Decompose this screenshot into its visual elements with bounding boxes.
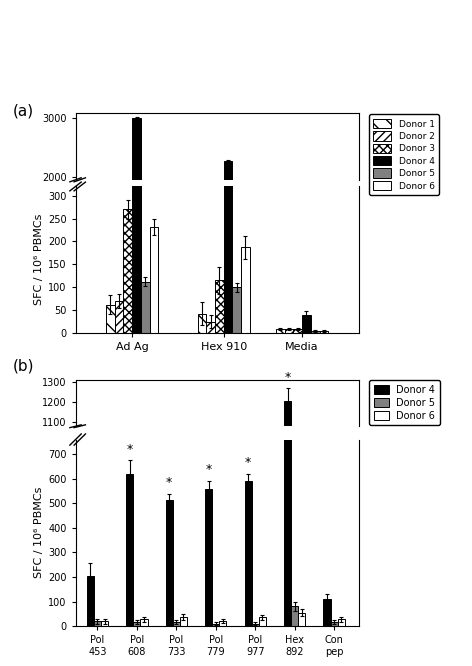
Bar [180,617,187,626]
Bar [212,623,219,626]
Bar [337,619,345,626]
Bar [252,643,259,645]
Bar [126,474,133,626]
Bar [224,161,232,295]
Text: (b): (b) [13,358,35,374]
Bar [115,301,124,333]
Bar [173,621,180,626]
Bar [106,304,115,333]
Bar [302,292,311,295]
Bar [206,322,215,333]
Bar [141,282,150,333]
Bar [87,575,94,626]
Bar [259,617,266,626]
Bar [101,641,108,645]
Bar [101,621,108,626]
Bar [285,329,294,333]
Bar [141,288,150,295]
Bar [252,623,259,626]
Bar [320,331,328,333]
Bar [205,489,212,626]
Bar [197,314,206,333]
Y-axis label: SFC / 10⁶ PBMCs: SFC / 10⁶ PBMCs [34,214,44,306]
Bar [219,641,227,645]
Bar [212,643,219,645]
Bar [215,280,224,333]
Bar [106,291,115,295]
Bar [166,500,173,626]
Legend: Donor 1, Donor 2, Donor 3, Donor 4, Donor 5, Donor 6: Donor 1, Donor 2, Donor 3, Donor 4, Dono… [369,115,439,195]
Bar [294,329,302,333]
Bar [150,226,158,333]
Bar [241,284,250,295]
Bar [330,621,337,626]
Bar [141,639,148,645]
Bar [244,525,252,645]
Bar [150,281,158,295]
Bar [337,639,345,645]
Bar [124,209,132,333]
Bar [259,638,266,645]
Bar [284,401,291,645]
Bar [141,619,148,626]
Bar [206,293,215,295]
Bar [166,541,173,645]
Bar [115,290,124,295]
Bar [133,621,141,626]
Bar [244,482,252,626]
Bar [219,621,227,626]
Bar [124,279,132,295]
Bar [232,289,241,295]
Bar [323,623,330,645]
Bar [94,621,101,626]
Y-axis label: SFC / 10⁶ PBMCs: SFC / 10⁶ PBMCs [34,487,44,579]
Bar [132,0,141,333]
Bar [291,629,298,645]
Bar [180,637,187,645]
Bar [133,641,141,645]
Bar [302,315,311,333]
Bar [126,519,133,645]
Text: *: * [205,464,212,476]
Bar [215,288,224,295]
Bar [205,531,212,645]
Text: *: * [166,476,172,489]
Text: *: * [285,371,291,384]
Text: (a): (a) [13,103,34,119]
Bar [87,603,94,645]
Bar [132,118,141,295]
Bar [276,329,285,333]
Bar [323,599,330,626]
Bar [298,613,305,626]
Text: *: * [126,442,133,456]
Bar [224,0,232,333]
Bar [330,641,337,645]
Bar [241,247,250,333]
Legend: Donor 4, Donor 5, Donor 6: Donor 4, Donor 5, Donor 6 [369,380,440,426]
Bar [173,641,180,645]
Bar [197,292,206,295]
Bar [94,641,101,645]
Bar [291,607,298,626]
Text: *: * [245,456,251,469]
Bar [311,331,320,333]
Bar [298,634,305,645]
Bar [284,330,291,626]
Bar [232,287,241,333]
